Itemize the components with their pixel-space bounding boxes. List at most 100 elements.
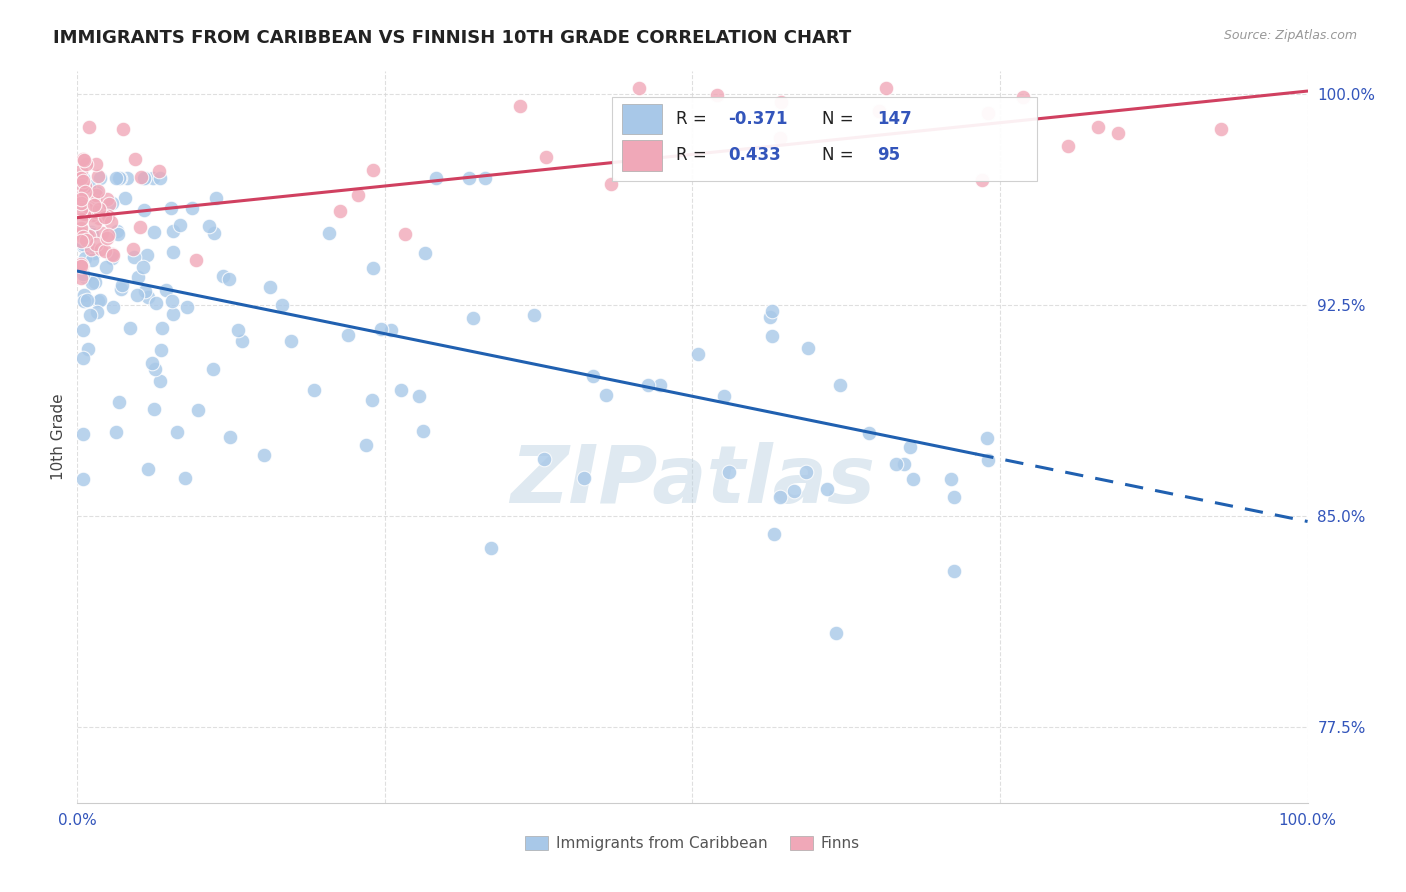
Point [149, 374, 172, 388]
Point [121, 242, 143, 256]
Point [97, 197, 120, 211]
Point [100, 215, 122, 229]
Point [408, 389, 430, 403]
Point [522, 308, 544, 322]
Point [72, 288, 94, 302]
Point [97, 209, 120, 223]
Text: N =: N = [821, 110, 859, 128]
Point [769, 491, 792, 505]
Point [120, 321, 142, 335]
Point [941, 472, 963, 486]
Point [70, 202, 93, 216]
Point [70, 234, 93, 248]
Point [94, 260, 117, 275]
Point [1211, 122, 1233, 136]
Point [70, 220, 93, 235]
Point [108, 171, 131, 186]
Point [205, 191, 228, 205]
Point [73, 179, 96, 194]
Point [977, 106, 1000, 120]
Point [370, 322, 392, 336]
Point [101, 251, 124, 265]
Text: 147: 147 [877, 110, 911, 128]
Point [479, 541, 502, 555]
Point [509, 99, 531, 113]
Point [815, 482, 838, 496]
Point [72, 472, 94, 486]
Text: Source: ZipAtlas.com: Source: ZipAtlas.com [1223, 29, 1357, 42]
Point [318, 226, 340, 240]
Point [174, 471, 197, 485]
Point [134, 171, 156, 186]
Point [70, 171, 93, 186]
Text: 95: 95 [877, 146, 900, 164]
Point [761, 303, 783, 318]
Point [131, 260, 153, 275]
Point [893, 457, 915, 471]
Point [76, 343, 98, 357]
Point [70, 271, 93, 285]
Point [72, 267, 94, 281]
Point [122, 250, 145, 264]
Point [187, 403, 209, 417]
Point [83, 275, 105, 289]
Point [72, 236, 94, 251]
Point [581, 369, 603, 384]
Point [105, 171, 128, 186]
Point [858, 425, 880, 440]
Point [86, 304, 108, 318]
Point [108, 395, 131, 409]
Point [875, 81, 897, 95]
Point [96, 231, 118, 245]
Point [82, 227, 104, 242]
Bar [623, 140, 662, 171]
Point [1087, 120, 1109, 134]
Point [218, 271, 240, 285]
Point [302, 384, 325, 398]
Point [536, 150, 558, 164]
Point [169, 218, 191, 232]
Point [89, 211, 111, 225]
Point [101, 248, 124, 262]
Point [89, 211, 111, 225]
Point [186, 252, 208, 267]
FancyBboxPatch shape [613, 97, 1038, 181]
Point [70, 229, 93, 244]
Point [70, 188, 93, 202]
Point [94, 210, 117, 224]
Text: -0.371: -0.371 [728, 110, 787, 128]
Point [70, 221, 93, 235]
Point [70, 192, 93, 206]
Point [136, 290, 159, 304]
Point [72, 171, 94, 186]
Point [80, 277, 103, 291]
Text: R =: R = [676, 110, 713, 128]
Point [389, 383, 412, 397]
Point [115, 171, 138, 186]
Point [73, 209, 96, 223]
Point [73, 207, 96, 221]
Point [80, 242, 103, 256]
Point [77, 120, 100, 134]
Point [80, 225, 103, 239]
Point [86, 236, 108, 251]
Point [228, 322, 250, 336]
Point [134, 284, 156, 298]
Point [413, 245, 436, 260]
Point [89, 171, 111, 186]
Point [942, 490, 965, 504]
Point [783, 483, 806, 498]
Point [474, 171, 496, 186]
Y-axis label: 10th Grade: 10th Grade [51, 393, 66, 481]
Point [132, 203, 155, 218]
Point [380, 323, 402, 337]
Point [110, 282, 132, 296]
Text: N =: N = [821, 146, 859, 164]
Point [70, 227, 93, 241]
Point [134, 171, 156, 186]
Point [70, 178, 93, 192]
Point [363, 163, 385, 178]
Text: 0.433: 0.433 [728, 146, 780, 164]
Point [70, 194, 93, 208]
Point [162, 293, 184, 308]
